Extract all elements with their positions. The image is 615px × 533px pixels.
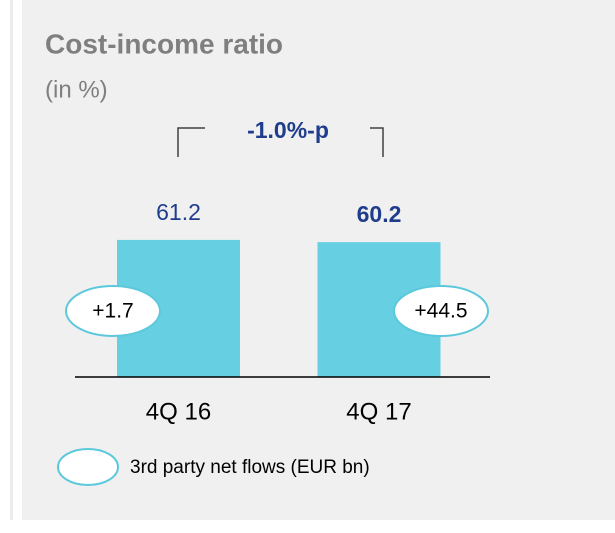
net-flow-oval bbox=[65, 285, 161, 337]
value-label: 60.2 bbox=[357, 201, 402, 227]
net-flow-label: +1.7 bbox=[92, 300, 133, 323]
bracket-right bbox=[370, 127, 384, 157]
chart-title: Cost-income ratio bbox=[45, 28, 283, 59]
x-tick-label: 4Q 16 bbox=[146, 398, 211, 425]
x-tick-label: 4Q 17 bbox=[346, 398, 411, 425]
value-label: 61.2 bbox=[156, 199, 201, 225]
bracket-left bbox=[177, 127, 205, 157]
side-strip bbox=[10, 0, 13, 520]
chart-subtitle: (in %) bbox=[45, 76, 108, 103]
legend-swatch bbox=[57, 448, 119, 486]
annotation: -1.0%-p bbox=[247, 117, 329, 143]
net-flow-oval bbox=[393, 285, 489, 337]
net-flow-label: +44.5 bbox=[414, 300, 467, 323]
legend-label: 3rd party net flows (EUR bn) bbox=[130, 457, 370, 478]
